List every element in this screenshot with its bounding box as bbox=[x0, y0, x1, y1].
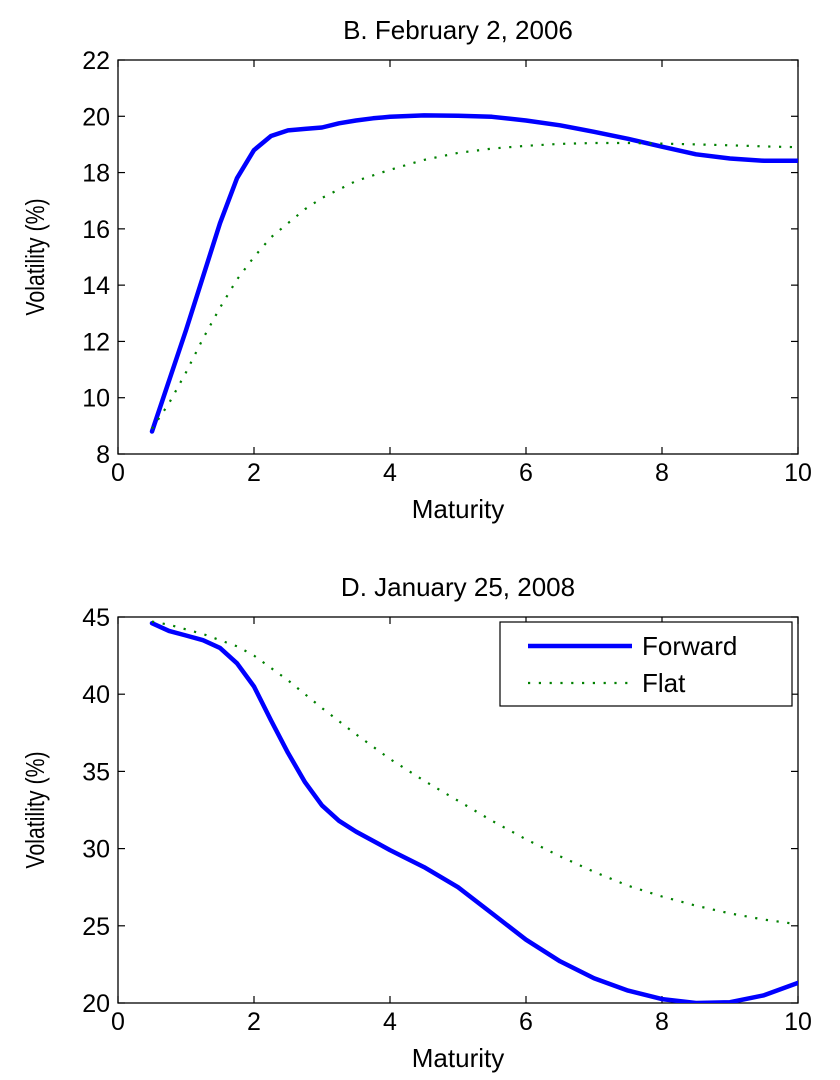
x-axis-label: Maturity bbox=[412, 1043, 504, 1073]
y-tick-label: 35 bbox=[82, 758, 110, 786]
y-axis-label: Volatility (%) bbox=[21, 751, 51, 868]
legend: Forward Flat bbox=[499, 621, 793, 707]
y-tick-label: 8 bbox=[96, 441, 110, 469]
y-tick-label: 16 bbox=[82, 216, 110, 244]
x-tick-label: 0 bbox=[111, 1008, 125, 1036]
series-line-forward bbox=[149, 620, 798, 1003]
y-tick-label: 20 bbox=[82, 990, 110, 1018]
y-tick-label: 12 bbox=[82, 328, 110, 356]
chart-panel-january-2008: 0 2 4 6 8 10 20 25 30 35 40 45 D. January 25, 2008 Ma… bbox=[21, 572, 812, 1073]
plot-frame bbox=[117, 616, 799, 1004]
x-tick-label: 4 bbox=[383, 1008, 397, 1036]
y-tick-label: 22 bbox=[82, 47, 110, 75]
y-tick-label: 30 bbox=[82, 836, 110, 864]
legend-label-forward: Forward bbox=[642, 631, 737, 661]
y-tick-label: 10 bbox=[82, 385, 110, 413]
x-axis-label: Maturity bbox=[412, 494, 504, 524]
y-tick-label: 45 bbox=[82, 604, 110, 632]
x-tick-label: 6 bbox=[519, 459, 533, 487]
y-axis-label: Volatility (%) bbox=[21, 198, 51, 315]
x-tick-label: 10 bbox=[784, 1008, 812, 1036]
x-tick-label: 8 bbox=[655, 1008, 669, 1036]
chart-panel-february-2006: 0 2 4 6 8 10 8 10 12 14 16 18 20 22 B. February 2, 200… bbox=[21, 15, 812, 524]
x-tick-label: 0 bbox=[111, 459, 125, 487]
x-tick-label: 6 bbox=[519, 1008, 533, 1036]
plot-frame bbox=[117, 59, 799, 455]
x-tick-label: 2 bbox=[247, 459, 261, 487]
series-line-dotted bbox=[151, 141, 798, 430]
y-tick-label: 20 bbox=[82, 103, 110, 131]
y-tick-label: 40 bbox=[82, 681, 110, 709]
x-tick-label: 8 bbox=[655, 459, 669, 487]
legend-label-flat: Flat bbox=[642, 668, 686, 698]
y-tick-label: 25 bbox=[82, 913, 110, 941]
chart-title: D. January 25, 2008 bbox=[341, 572, 575, 602]
y-tick-label: 18 bbox=[82, 160, 110, 188]
y-tick-label: 14 bbox=[82, 272, 110, 300]
legend-box bbox=[499, 621, 793, 707]
x-tick-label: 4 bbox=[383, 459, 397, 487]
x-tick-label: 10 bbox=[784, 459, 812, 487]
chart-title: B. February 2, 2006 bbox=[343, 15, 573, 45]
x-tick-label: 2 bbox=[247, 1008, 261, 1036]
series-line-solid bbox=[149, 113, 798, 434]
